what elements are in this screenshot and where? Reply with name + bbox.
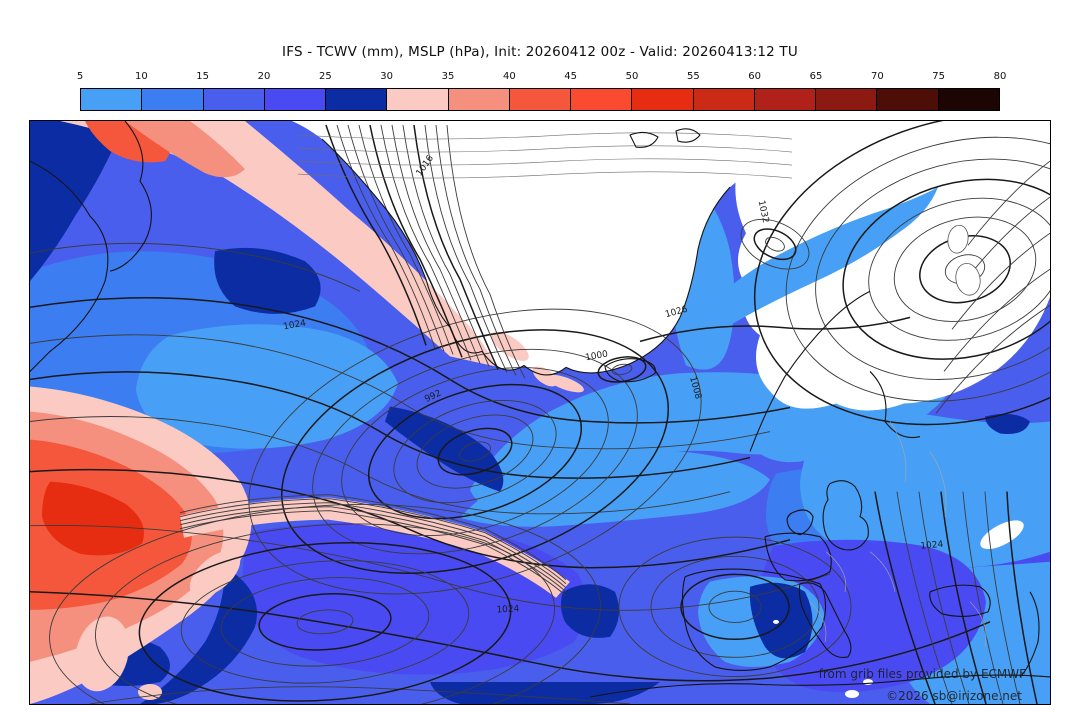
region-navy-sw-2 <box>140 566 257 704</box>
pressure-label: 1032 <box>756 199 771 224</box>
colorbar-segment-55 <box>693 89 755 110</box>
region-greenland-arctic <box>292 121 794 375</box>
colorbar-tick: 60 <box>748 71 762 82</box>
colorbar-tick: 65 <box>809 71 823 82</box>
colorbar-tick: 40 <box>502 71 516 82</box>
colorbar-tick: 15 <box>196 71 210 82</box>
country-borders <box>809 421 987 647</box>
colorbar-segment-15 <box>203 89 265 110</box>
attribution-copyright: ©2026 sb@irizone.net <box>886 689 1022 703</box>
isobar-lines-generated <box>49 121 1050 704</box>
attribution-ecmwf: from grib files provided by ECMWF <box>819 667 1026 681</box>
region-central-europe-violet <box>757 539 986 693</box>
colorbar-segment-5 <box>81 89 143 110</box>
region-pink-blob-sw2 <box>75 616 129 692</box>
colorbar-segment-25 <box>326 89 388 110</box>
colorbar-tick: 50 <box>625 71 639 82</box>
colorbar-segment-35 <box>448 89 510 110</box>
region-pink-band-nw <box>60 121 495 367</box>
coastlines <box>30 121 1050 698</box>
warm-regions <box>30 121 584 704</box>
colorbar-tick: 10 <box>134 71 148 82</box>
colorbar-segment-45 <box>571 89 633 110</box>
region-navy-group <box>30 121 1030 704</box>
colorbar-tick-labels: 5 10 15 20 25 30 35 40 45 50 55 60 65 70 75 80 <box>0 71 1080 85</box>
colorbar-tick: 70 <box>870 71 884 82</box>
colorbar-segment-60 <box>754 89 817 110</box>
colorbar-tick: 45 <box>564 71 578 82</box>
pressure-label: 1024 <box>496 604 520 615</box>
pressure-label: 1024 <box>920 540 944 552</box>
region-mid-atlantic-light <box>136 324 398 449</box>
colorbar-tick: 75 <box>932 71 946 82</box>
region-navy-nw-corner <box>30 121 125 282</box>
region-navy-ne <box>985 413 1030 435</box>
region-navy-biscay <box>560 584 619 638</box>
colorbar-tick: 30 <box>380 71 394 82</box>
pressure-label: 1024 <box>283 318 308 332</box>
region-arctic-wedge-over <box>698 187 938 328</box>
region-subtropic-deepred <box>42 481 144 556</box>
colorbar-segment-70 <box>877 89 939 110</box>
region-navy-front-north <box>385 406 504 492</box>
colorbar-segment-20 <box>264 89 327 110</box>
colorbar-segment-30 <box>387 89 449 110</box>
region-pink-blob-sw1 <box>189 550 241 597</box>
pressure-label: 1000 <box>585 349 610 363</box>
white-speck-1 <box>845 689 859 698</box>
map-frame: 1016 1032 1026 1024 1000 1008 992 1024 1024 from… <box>29 120 1051 705</box>
region-pink-blob-sw3 <box>138 683 162 700</box>
colorbar-segment-40 <box>509 89 572 110</box>
region-pink-bit-3 <box>546 374 584 393</box>
colorbar-segment-10 <box>142 89 204 110</box>
region-navy-labrador-sea <box>214 247 321 314</box>
region-scandes-white <box>780 307 850 372</box>
region-caucasus-white <box>980 520 1024 550</box>
colorbar-segment-50 <box>632 89 694 110</box>
tcwv-colorbar <box>80 88 1000 111</box>
white-speck-3 <box>773 619 779 624</box>
region-baltic <box>800 412 1050 568</box>
isobar-lines <box>30 242 991 704</box>
colorbar-segment-65 <box>816 89 878 110</box>
colorbar-segment-75 <box>938 89 999 110</box>
colorbar-tick: 35 <box>441 71 455 82</box>
chart-title: IFS - TCWV (mm), MSLP (hPa), Init: 20260… <box>282 44 798 60</box>
colorbar-tick: 25 <box>318 71 332 82</box>
white-regions <box>292 121 1050 698</box>
region-salmon-nw <box>125 121 245 178</box>
colorbar-tick: 55 <box>686 71 700 82</box>
colorbar-tick: 5 <box>76 71 84 82</box>
region-navy-south <box>430 681 660 704</box>
colorbar-tick: 20 <box>257 71 271 82</box>
high-center-eyes <box>947 224 981 296</box>
colorbar-tick: 80 <box>993 71 1007 82</box>
region-navy-italy <box>749 582 813 659</box>
